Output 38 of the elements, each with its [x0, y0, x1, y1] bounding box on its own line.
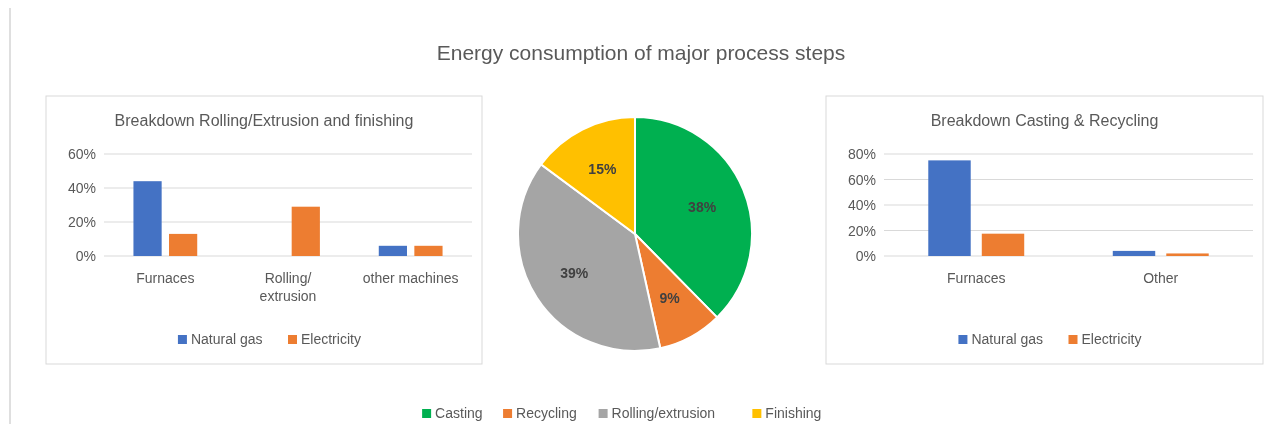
- bar: [133, 181, 162, 256]
- chart-title: Breakdown Rolling/Extrusion and finishing: [114, 112, 414, 129]
- legend-label: Electricity: [301, 331, 361, 347]
- bar: [1112, 250, 1156, 256]
- x-tick-label: other machines: [362, 270, 459, 286]
- y-tick-label: 60%: [67, 146, 96, 162]
- y-tick-label: 0%: [75, 248, 96, 264]
- bar: [291, 206, 320, 256]
- y-tick-label: 40%: [847, 197, 876, 213]
- y-tick-label: 20%: [847, 222, 876, 239]
- bar: [981, 233, 1025, 256]
- bar: [378, 245, 407, 256]
- data-label: 15%: [588, 161, 617, 178]
- x-tick-label: Other: [1143, 270, 1179, 286]
- chart-title: Breakdown Casting & Recycling: [930, 112, 1159, 129]
- legend-label: Natural gas: [190, 331, 263, 347]
- y-tick-label: 0%: [855, 248, 876, 264]
- x-tick-label: Rolling/ extrusion: [259, 270, 317, 304]
- legend-label: Casting: [435, 405, 483, 421]
- data-label: 38%: [688, 198, 717, 215]
- data-label: 39%: [560, 265, 589, 282]
- y-tick-label: 20%: [67, 214, 96, 230]
- y-tick-label: 40%: [67, 180, 96, 196]
- bar: [414, 245, 443, 256]
- legend-label: Natural gas: [971, 331, 1044, 347]
- bar: [928, 160, 971, 256]
- y-tick-label: 80%: [847, 146, 876, 162]
- legend-label: Finishing: [765, 405, 822, 421]
- legend-label: Recycling: [516, 405, 577, 421]
- y-tick-label: 60%: [847, 171, 876, 188]
- x-tick-label: Furnaces: [136, 270, 195, 286]
- x-tick-label: Furnaces: [947, 270, 1006, 286]
- bar: [169, 233, 198, 256]
- chart-title: Energy consumption of major process steps: [436, 41, 846, 64]
- bar: [1166, 253, 1209, 256]
- data-label: 9%: [659, 289, 681, 306]
- legend-label: Electricity: [1081, 331, 1142, 347]
- legend-label: Rolling/extrusion: [611, 405, 716, 421]
